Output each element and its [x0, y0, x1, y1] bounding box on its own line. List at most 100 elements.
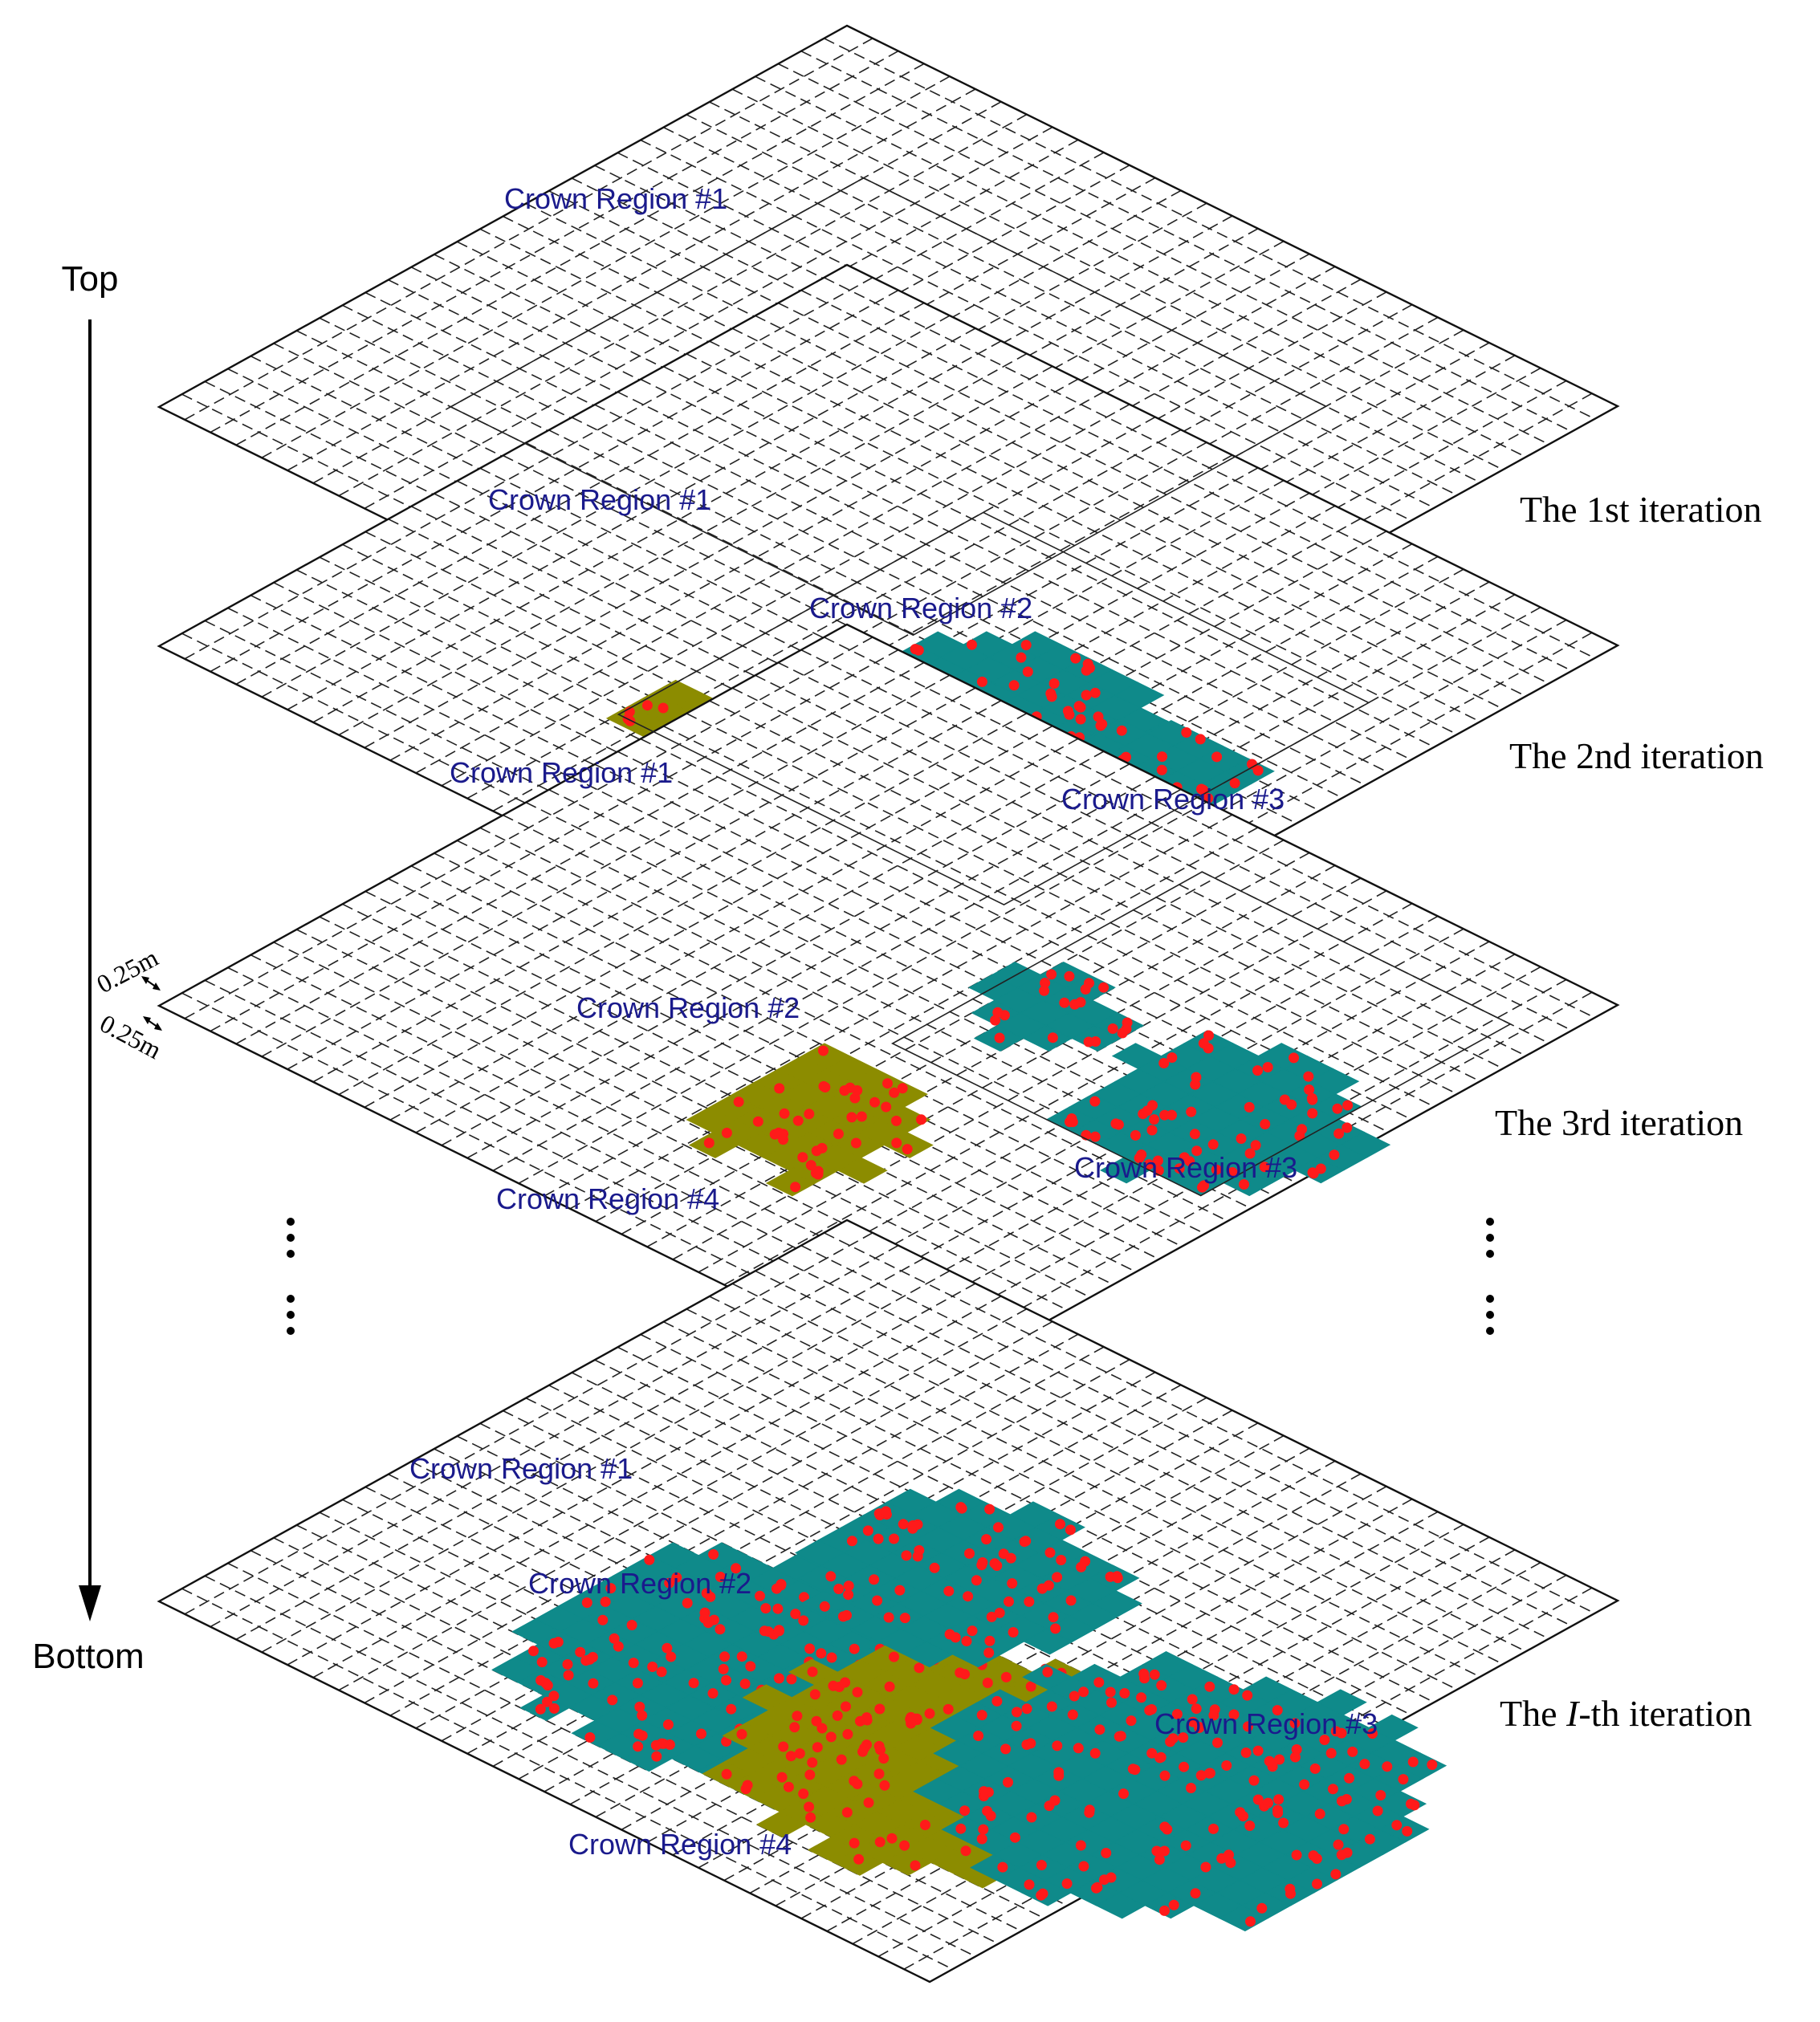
lidar-point — [1224, 1849, 1234, 1861]
lidar-point — [901, 1550, 912, 1561]
lidar-point — [763, 1626, 774, 1638]
lidar-point — [1118, 1788, 1129, 1800]
lidar-point — [605, 1583, 617, 1594]
region-cell — [837, 1157, 888, 1184]
lidar-point — [1289, 1718, 1301, 1729]
lidar-point — [1312, 1878, 1322, 1890]
region-label-iter3-r4: Crown Region #4 — [496, 1182, 719, 1215]
lidar-point — [1336, 1849, 1347, 1861]
lidar-point — [1055, 1519, 1065, 1530]
lidar-point — [853, 1853, 865, 1865]
lidar-point — [1047, 1032, 1058, 1044]
lidar-point — [889, 1087, 900, 1098]
lidar-point — [1046, 969, 1057, 980]
lidar-point — [1048, 678, 1060, 689]
lidar-point — [956, 1503, 967, 1514]
region-labels: Crown Region #1 Crown Region #1 Crown Re… — [409, 182, 1378, 1861]
lidar-point — [1167, 1733, 1179, 1744]
lidar-point — [1097, 718, 1108, 730]
lidar-point — [1146, 1704, 1157, 1715]
lidar-point — [779, 1108, 790, 1119]
lidar-point — [873, 1533, 884, 1544]
lidar-point — [874, 1837, 886, 1848]
lidar-point — [718, 1663, 729, 1674]
lidar-point — [671, 1572, 682, 1583]
lidar-point — [1256, 1902, 1268, 1914]
lidar-point — [607, 1694, 618, 1706]
lidar-point — [1359, 1759, 1370, 1770]
lidar-point — [634, 1701, 645, 1712]
lidar-point — [1075, 997, 1086, 1008]
lidar-point — [1186, 1783, 1196, 1793]
lidar-point — [843, 1581, 854, 1592]
lidar-point — [1263, 1797, 1273, 1808]
region-cell — [1114, 681, 1165, 709]
lidar-point — [1067, 1709, 1078, 1720]
lidar-point — [1036, 1860, 1047, 1870]
lidar-point — [651, 1751, 662, 1762]
lidar-point — [658, 702, 669, 714]
lidar-point — [1382, 1761, 1393, 1772]
lidar-point — [1204, 1681, 1215, 1692]
lidar-point — [849, 1837, 860, 1849]
lidar-point — [825, 1571, 837, 1582]
lidar-point — [1115, 1731, 1126, 1742]
lidar-point — [548, 1690, 560, 1702]
lidar-point — [1174, 1163, 1185, 1174]
lidar-point — [799, 1592, 809, 1603]
lidar-point — [1264, 1756, 1275, 1767]
lidar-point — [1046, 691, 1057, 702]
lidar-point — [1065, 1524, 1076, 1536]
lidar-point — [664, 1577, 675, 1589]
lidar-point — [647, 1662, 658, 1672]
lidar-point — [1081, 690, 1092, 701]
region-label-iter3-r3: Crown Region #3 — [1074, 1151, 1297, 1184]
lidar-point — [1260, 1119, 1271, 1129]
lidar-point — [548, 1638, 560, 1649]
lidar-point — [979, 1786, 989, 1797]
lidar-point — [1299, 1779, 1310, 1790]
lidar-point — [1036, 1583, 1048, 1594]
lidar-point — [984, 1503, 996, 1515]
lidar-point — [1064, 709, 1075, 720]
lidar-point — [742, 1780, 753, 1791]
lidar-point — [587, 1652, 598, 1662]
lidar-point — [1080, 984, 1091, 995]
lidar-point — [536, 1657, 548, 1668]
lidar-point — [878, 1753, 890, 1764]
lidar-point — [1203, 1030, 1214, 1041]
lidar-point — [1240, 1747, 1252, 1758]
lidar-point — [1372, 1805, 1383, 1817]
lidar-point — [1228, 1709, 1240, 1720]
lidar-point — [910, 1860, 921, 1871]
lidar-point — [874, 1703, 886, 1715]
scale-label-bottom: 0.25m — [96, 1008, 166, 1064]
lidar-point — [769, 1129, 780, 1140]
lidar-point — [1004, 1596, 1014, 1607]
lidar-point — [924, 1708, 935, 1719]
lidar-point — [1146, 1125, 1158, 1136]
lidar-point — [899, 1613, 910, 1624]
lidar-point — [1106, 1697, 1117, 1708]
lidar-point — [993, 1522, 1004, 1533]
lidar-point — [960, 1845, 971, 1857]
lidar-point — [752, 1116, 763, 1127]
lidar-point — [1204, 1768, 1215, 1779]
lidar-point — [832, 1710, 843, 1721]
lidar-point — [1427, 1760, 1438, 1770]
lidar-point — [1221, 1760, 1232, 1771]
lidar-point — [1048, 1612, 1059, 1623]
lidar-point — [609, 1633, 620, 1644]
lidar-point — [1391, 1820, 1403, 1831]
lidar-point — [562, 1659, 573, 1670]
lidar-point — [902, 1144, 913, 1155]
region-cell — [880, 1106, 931, 1133]
lidar-point — [826, 1652, 837, 1663]
region-label-iter1-proj-r1: Crown Region #1 — [488, 483, 711, 516]
lidar-point — [715, 1572, 726, 1582]
lidar-point — [721, 1768, 732, 1780]
lidar-point — [1152, 1155, 1163, 1166]
lidar-point — [773, 1673, 784, 1684]
iteration-label-3: The 3rd iteration — [1495, 1102, 1743, 1143]
